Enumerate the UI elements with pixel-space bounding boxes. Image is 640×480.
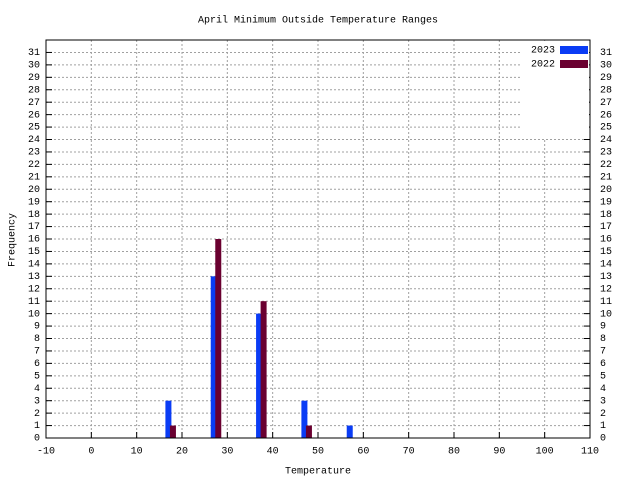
- y2-tick-label: 25: [600, 123, 612, 134]
- y-tick-label: 9: [34, 322, 40, 333]
- legend-label: 2023: [531, 46, 555, 57]
- bar: [165, 400, 172, 438]
- y-tick-label: 29: [28, 73, 40, 84]
- x-tick-label: -10: [37, 447, 55, 458]
- y-tick-label: 28: [28, 85, 40, 96]
- y-tick-label: 19: [28, 197, 40, 208]
- legend-swatch: [560, 46, 588, 54]
- y2-tick-label: 8: [600, 334, 606, 345]
- y2-tick-label: 23: [600, 148, 612, 159]
- bar: [215, 239, 222, 438]
- y-tick-label: 8: [34, 334, 40, 345]
- y2-tick-label: 30: [600, 61, 612, 72]
- y2-tick-label: 21: [600, 172, 612, 183]
- y-tick-label: 27: [28, 98, 40, 109]
- y-tick-label: 10: [28, 309, 40, 320]
- y2-tick-label: 11: [600, 297, 612, 308]
- y-tick-label: 24: [28, 135, 40, 146]
- y2-tick-label: 22: [600, 160, 612, 171]
- y2-tick-label: 1: [600, 421, 606, 432]
- y-tick-label: 0: [34, 434, 40, 445]
- y2-tick-label: 10: [600, 309, 612, 320]
- y-tick-label: 31: [28, 48, 40, 59]
- y2-tick-label: 16: [600, 235, 612, 246]
- x-tick-label: 60: [357, 447, 369, 458]
- chart-title: April Minimum Outside Temperature Ranges: [198, 15, 438, 27]
- x-axis-label: Temperature: [285, 467, 351, 478]
- x-tick-label: 100: [536, 447, 554, 458]
- y2-tick-label: 2: [600, 409, 606, 420]
- y-tick-label: 16: [28, 235, 40, 246]
- x-tick-label: 90: [493, 447, 505, 458]
- y2-tick-label: 26: [600, 110, 612, 121]
- bar: [346, 425, 353, 438]
- legend-label: 2022: [531, 60, 555, 71]
- y-axis-label: Frequency: [8, 213, 19, 267]
- y2-tick-label: 18: [600, 210, 612, 221]
- y-tick-label: 26: [28, 110, 40, 121]
- bar: [305, 425, 312, 438]
- x-tick-label: 110: [581, 447, 599, 458]
- y2-tick-label: 24: [600, 135, 612, 146]
- y2-tick-label: 13: [600, 272, 612, 283]
- y-tick-label: 30: [28, 61, 40, 72]
- x-tick-label: 80: [448, 447, 460, 458]
- y-tick-label: 20: [28, 185, 40, 196]
- bar: [301, 400, 308, 438]
- y2-tick-label: 28: [600, 85, 612, 96]
- y-tick-label: 23: [28, 148, 40, 159]
- y2-tick-label: 27: [600, 98, 612, 109]
- y2-tick-label: 20: [600, 185, 612, 196]
- x-tick-label: 70: [403, 447, 415, 458]
- bar: [169, 425, 176, 438]
- y2-tick-label: 7: [600, 347, 606, 358]
- y2-tick-label: 5: [600, 371, 606, 382]
- y-tick-label: 5: [34, 371, 40, 382]
- legend-box: [520, 41, 589, 138]
- y2-tick-label: 15: [600, 247, 612, 258]
- y-tick-label: 11: [28, 297, 40, 308]
- y2-tick-label: 12: [600, 284, 612, 295]
- y-tick-label: 21: [28, 172, 40, 183]
- y-tick-label: 7: [34, 347, 40, 358]
- x-tick-label: 10: [131, 447, 143, 458]
- bar: [256, 313, 263, 438]
- y-tick-label: 15: [28, 247, 40, 258]
- x-tick-label: 30: [221, 447, 233, 458]
- bar: [210, 276, 217, 438]
- y2-tick-label: 14: [600, 260, 612, 271]
- y2-tick-label: 6: [600, 359, 606, 370]
- bar: [260, 301, 267, 438]
- y-tick-label: 18: [28, 210, 40, 221]
- x-tick-label: 0: [88, 447, 94, 458]
- y2-tick-label: 19: [600, 197, 612, 208]
- y2-tick-label: 3: [600, 396, 606, 407]
- x-tick-label: 40: [267, 447, 279, 458]
- y2-tick-label: 17: [600, 222, 612, 233]
- y-tick-label: 13: [28, 272, 40, 283]
- y-tick-label: 25: [28, 123, 40, 134]
- y-tick-label: 12: [28, 284, 40, 295]
- plot-border: [45, 39, 591, 439]
- y2-tick-label: 4: [600, 384, 606, 395]
- y-tick-label: 22: [28, 160, 40, 171]
- x-tick-label: 50: [312, 447, 324, 458]
- y2-tick-label: 0: [600, 434, 606, 445]
- y-tick-label: 17: [28, 222, 40, 233]
- y-tick-label: 6: [34, 359, 40, 370]
- y-tick-label: 4: [34, 384, 40, 395]
- y-tick-label: 3: [34, 396, 40, 407]
- x-tick-label: 20: [176, 447, 188, 458]
- y-tick-label: 1: [34, 421, 40, 432]
- y2-tick-label: 29: [600, 73, 612, 84]
- y2-tick-label: 9: [600, 322, 606, 333]
- y2-tick-label: 31: [600, 48, 612, 59]
- legend-swatch: [560, 60, 588, 68]
- y-tick-label: 2: [34, 409, 40, 420]
- y-tick-label: 14: [28, 260, 40, 271]
